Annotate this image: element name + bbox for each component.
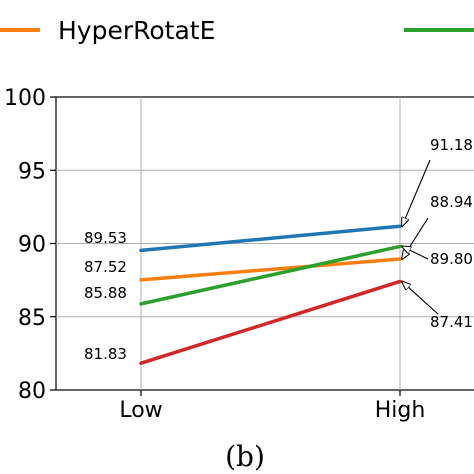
legend: HyperRotatE [0,16,474,45]
series-lines [139,224,402,365]
data-label-high: 87.41 [430,313,473,331]
y-axis: 80 85 90 95 100 [4,86,56,404]
x-tick-label: High [375,398,426,423]
x-axis: Low High [119,390,425,423]
annotation-arrow [402,159,431,226]
x-tick-label: Low [119,398,162,423]
data-label-high: 89.80 [430,250,473,268]
data-label-low: 81.83 [84,345,127,363]
y-tick-label: 95 [18,159,46,184]
legend-label-hyperrotate: HyperRotatE [58,16,215,45]
data-label-high: 91.18 [430,136,473,154]
series-line-2 [139,244,402,306]
figure-caption: (b) [225,440,265,473]
series-line-1 [139,257,402,282]
series-line-3 [139,279,402,365]
data-label-low: 87.52 [84,258,127,276]
grid [56,97,474,390]
y-tick-label: 80 [18,379,46,404]
y-tick-label: 85 [18,306,46,331]
data-label-low: 89.53 [84,229,127,247]
annotation-arrow [402,281,439,315]
series-line-0 [139,224,402,253]
y-tick-label: 100 [4,86,46,111]
data-labels: 89.53 87.52 85.88 81.83 91.18 88.94 89.80 87.41 [84,136,473,363]
annotation-arrow [402,246,429,260]
data-label-low: 85.88 [84,284,127,302]
data-label-high: 88.94 [430,193,473,211]
y-tick-label: 90 [18,233,46,258]
